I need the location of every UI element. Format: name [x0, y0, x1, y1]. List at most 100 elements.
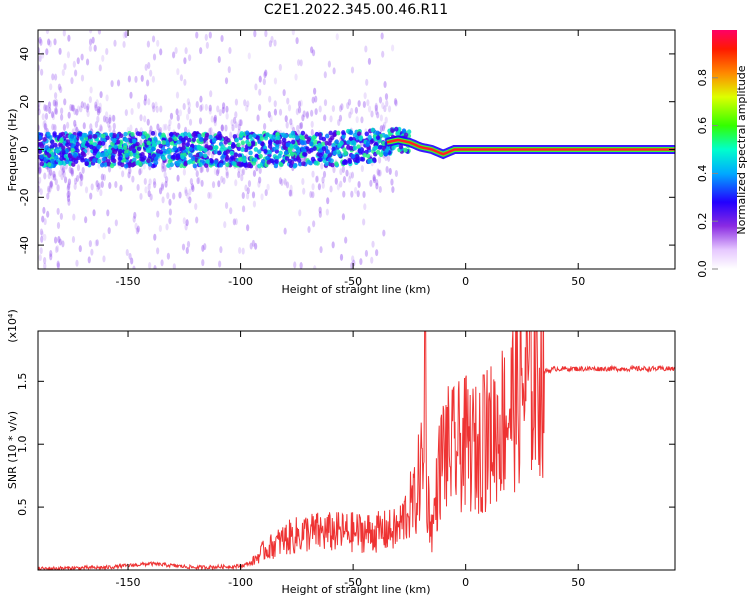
- heatmap-cell: [283, 150, 289, 156]
- heatmap-cell: [81, 139, 86, 145]
- heatmap-cell: [239, 119, 243, 127]
- heatmap-cell: [89, 30, 93, 34]
- snr-frame: [37, 330, 676, 571]
- spectrogram-x-tick-label: -50: [344, 275, 362, 288]
- heatmap-cell: [394, 99, 398, 107]
- heatmap-cell: [146, 79, 150, 87]
- heatmap-cell: [313, 265, 317, 269]
- heatmap-cell: [47, 153, 52, 159]
- heatmap-cell: [270, 35, 274, 43]
- heatmap-cell: [358, 135, 364, 141]
- heatmap-cell: [185, 113, 190, 121]
- heatmap-cell: [212, 137, 217, 143]
- heatmap-cell: [387, 154, 391, 162]
- heatmap-cell: [181, 145, 186, 151]
- heatmap-cell: [139, 167, 143, 175]
- heatmap-cell: [224, 202, 229, 210]
- heatmap-cell: [332, 150, 338, 156]
- heatmap-cell: [101, 156, 107, 162]
- heatmap-cell: [285, 142, 290, 148]
- heatmap-cell: [354, 106, 358, 114]
- spectrogram-marks: [38, 30, 675, 269]
- heatmap-cell: [297, 106, 302, 114]
- heatmap-cell: [76, 164, 81, 172]
- heatmap-cell: [188, 146, 193, 152]
- heatmap-cell: [187, 101, 191, 109]
- heatmap-cell: [378, 96, 383, 104]
- heatmap-cell: [238, 156, 243, 162]
- heatmap-cell: [196, 177, 200, 185]
- heatmap-cell: [62, 124, 67, 132]
- heatmap-cell: [94, 239, 98, 247]
- heatmap-cell: [92, 209, 96, 217]
- heatmap-cell: [341, 165, 345, 173]
- heatmap-cell: [136, 183, 140, 191]
- heatmap-cell: [200, 103, 204, 111]
- heatmap-cell: [156, 210, 160, 218]
- heatmap-cell: [283, 133, 289, 139]
- heatmap-cell: [265, 132, 270, 138]
- heatmap-cell: [50, 158, 55, 164]
- heatmap-cell: [56, 184, 60, 192]
- heatmap-cell: [70, 77, 74, 85]
- heatmap-cell: [373, 145, 378, 151]
- heatmap-cell: [208, 145, 213, 151]
- heatmap-cell: [179, 74, 184, 82]
- heatmap-cell: [247, 141, 252, 147]
- heatmap-cell: [192, 163, 198, 169]
- heatmap-cell: [188, 152, 193, 158]
- heatmap-cell: [166, 163, 171, 169]
- heatmap-cell: [94, 104, 98, 112]
- heatmap-cell: [195, 170, 199, 178]
- heatmap-cell: [351, 255, 355, 263]
- heatmap-cell: [251, 160, 257, 166]
- heatmap-cell: [394, 126, 399, 132]
- heatmap-cell: [55, 245, 60, 253]
- heatmap-cell: [132, 138, 137, 144]
- heatmap-cell: [258, 153, 263, 159]
- heatmap-cell: [248, 150, 253, 156]
- heatmap-cell: [280, 178, 284, 186]
- heatmap-cell: [184, 223, 188, 231]
- heatmap-cell: [41, 215, 45, 223]
- heatmap-cell: [151, 75, 155, 83]
- heatmap-cell: [40, 68, 44, 76]
- heatmap-cell: [238, 246, 242, 254]
- heatmap-cell: [51, 123, 55, 131]
- heatmap-cell: [221, 106, 225, 114]
- heatmap-cell: [247, 52, 251, 60]
- heatmap-cell: [86, 148, 90, 156]
- heatmap-cell: [181, 243, 186, 251]
- heatmap-cell: [42, 206, 46, 214]
- heatmap-cell: [39, 143, 45, 149]
- heatmap-cell: [245, 192, 250, 200]
- heatmap-cell: [383, 81, 387, 89]
- heatmap-cell: [299, 122, 304, 130]
- heatmap-cell: [139, 192, 143, 200]
- heatmap-cell: [225, 149, 231, 154]
- heatmap-cell: [237, 165, 241, 173]
- heatmap-cell: [96, 185, 100, 193]
- heatmap-cell: [38, 47, 41, 55]
- heatmap-cell: [105, 48, 109, 56]
- heatmap-cell: [385, 99, 389, 107]
- heatmap-cell: [354, 153, 360, 159]
- heatmap-cell: [285, 121, 289, 129]
- heatmap-cell: [252, 133, 257, 138]
- heatmap-cell: [164, 123, 168, 131]
- heatmap-cell: [152, 105, 156, 113]
- heatmap-cell: [341, 134, 346, 139]
- heatmap-cell: [371, 240, 375, 248]
- heatmap-cell: [199, 166, 203, 174]
- heatmap-cell: [148, 178, 152, 186]
- heatmap-cell: [117, 156, 123, 162]
- heatmap-cell: [99, 124, 103, 132]
- heatmap-cell: [47, 185, 51, 193]
- heatmap-cell: [346, 102, 350, 110]
- heatmap-cell: [169, 112, 174, 120]
- heatmap-cell: [56, 221, 61, 229]
- heatmap-cell: [153, 136, 158, 142]
- heatmap-cell: [68, 166, 72, 174]
- heatmap-cell: [85, 58, 90, 66]
- heatmap-cell: [198, 151, 204, 157]
